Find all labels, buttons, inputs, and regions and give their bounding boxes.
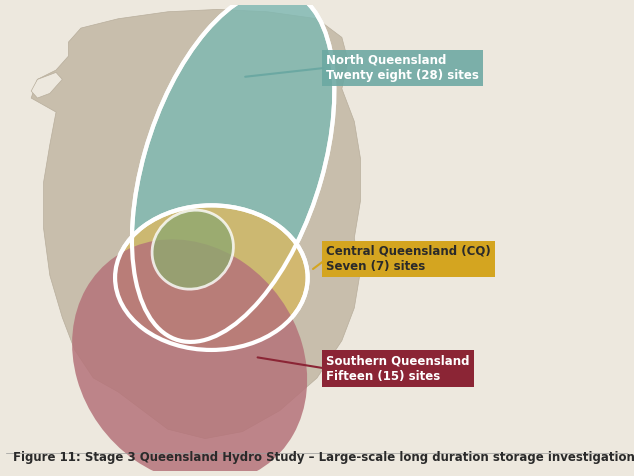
Polygon shape — [31, 72, 62, 98]
Ellipse shape — [132, 0, 334, 342]
Text: Central Queensland (CQ)
Seven (7) sites: Central Queensland (CQ) Seven (7) sites — [327, 245, 491, 273]
Text: Southern Queensland
Fifteen (15) sites: Southern Queensland Fifteen (15) sites — [327, 355, 470, 383]
Ellipse shape — [72, 239, 307, 476]
Text: North Queensland
Twenty eight (28) sites: North Queensland Twenty eight (28) sites — [327, 54, 479, 82]
Ellipse shape — [115, 205, 307, 350]
Text: Figure 11: Stage 3 Queensland Hydro Study – Large-scale long duration storage in: Figure 11: Stage 3 Queensland Hydro Stud… — [13, 451, 634, 464]
Ellipse shape — [152, 210, 233, 289]
Polygon shape — [31, 10, 361, 438]
